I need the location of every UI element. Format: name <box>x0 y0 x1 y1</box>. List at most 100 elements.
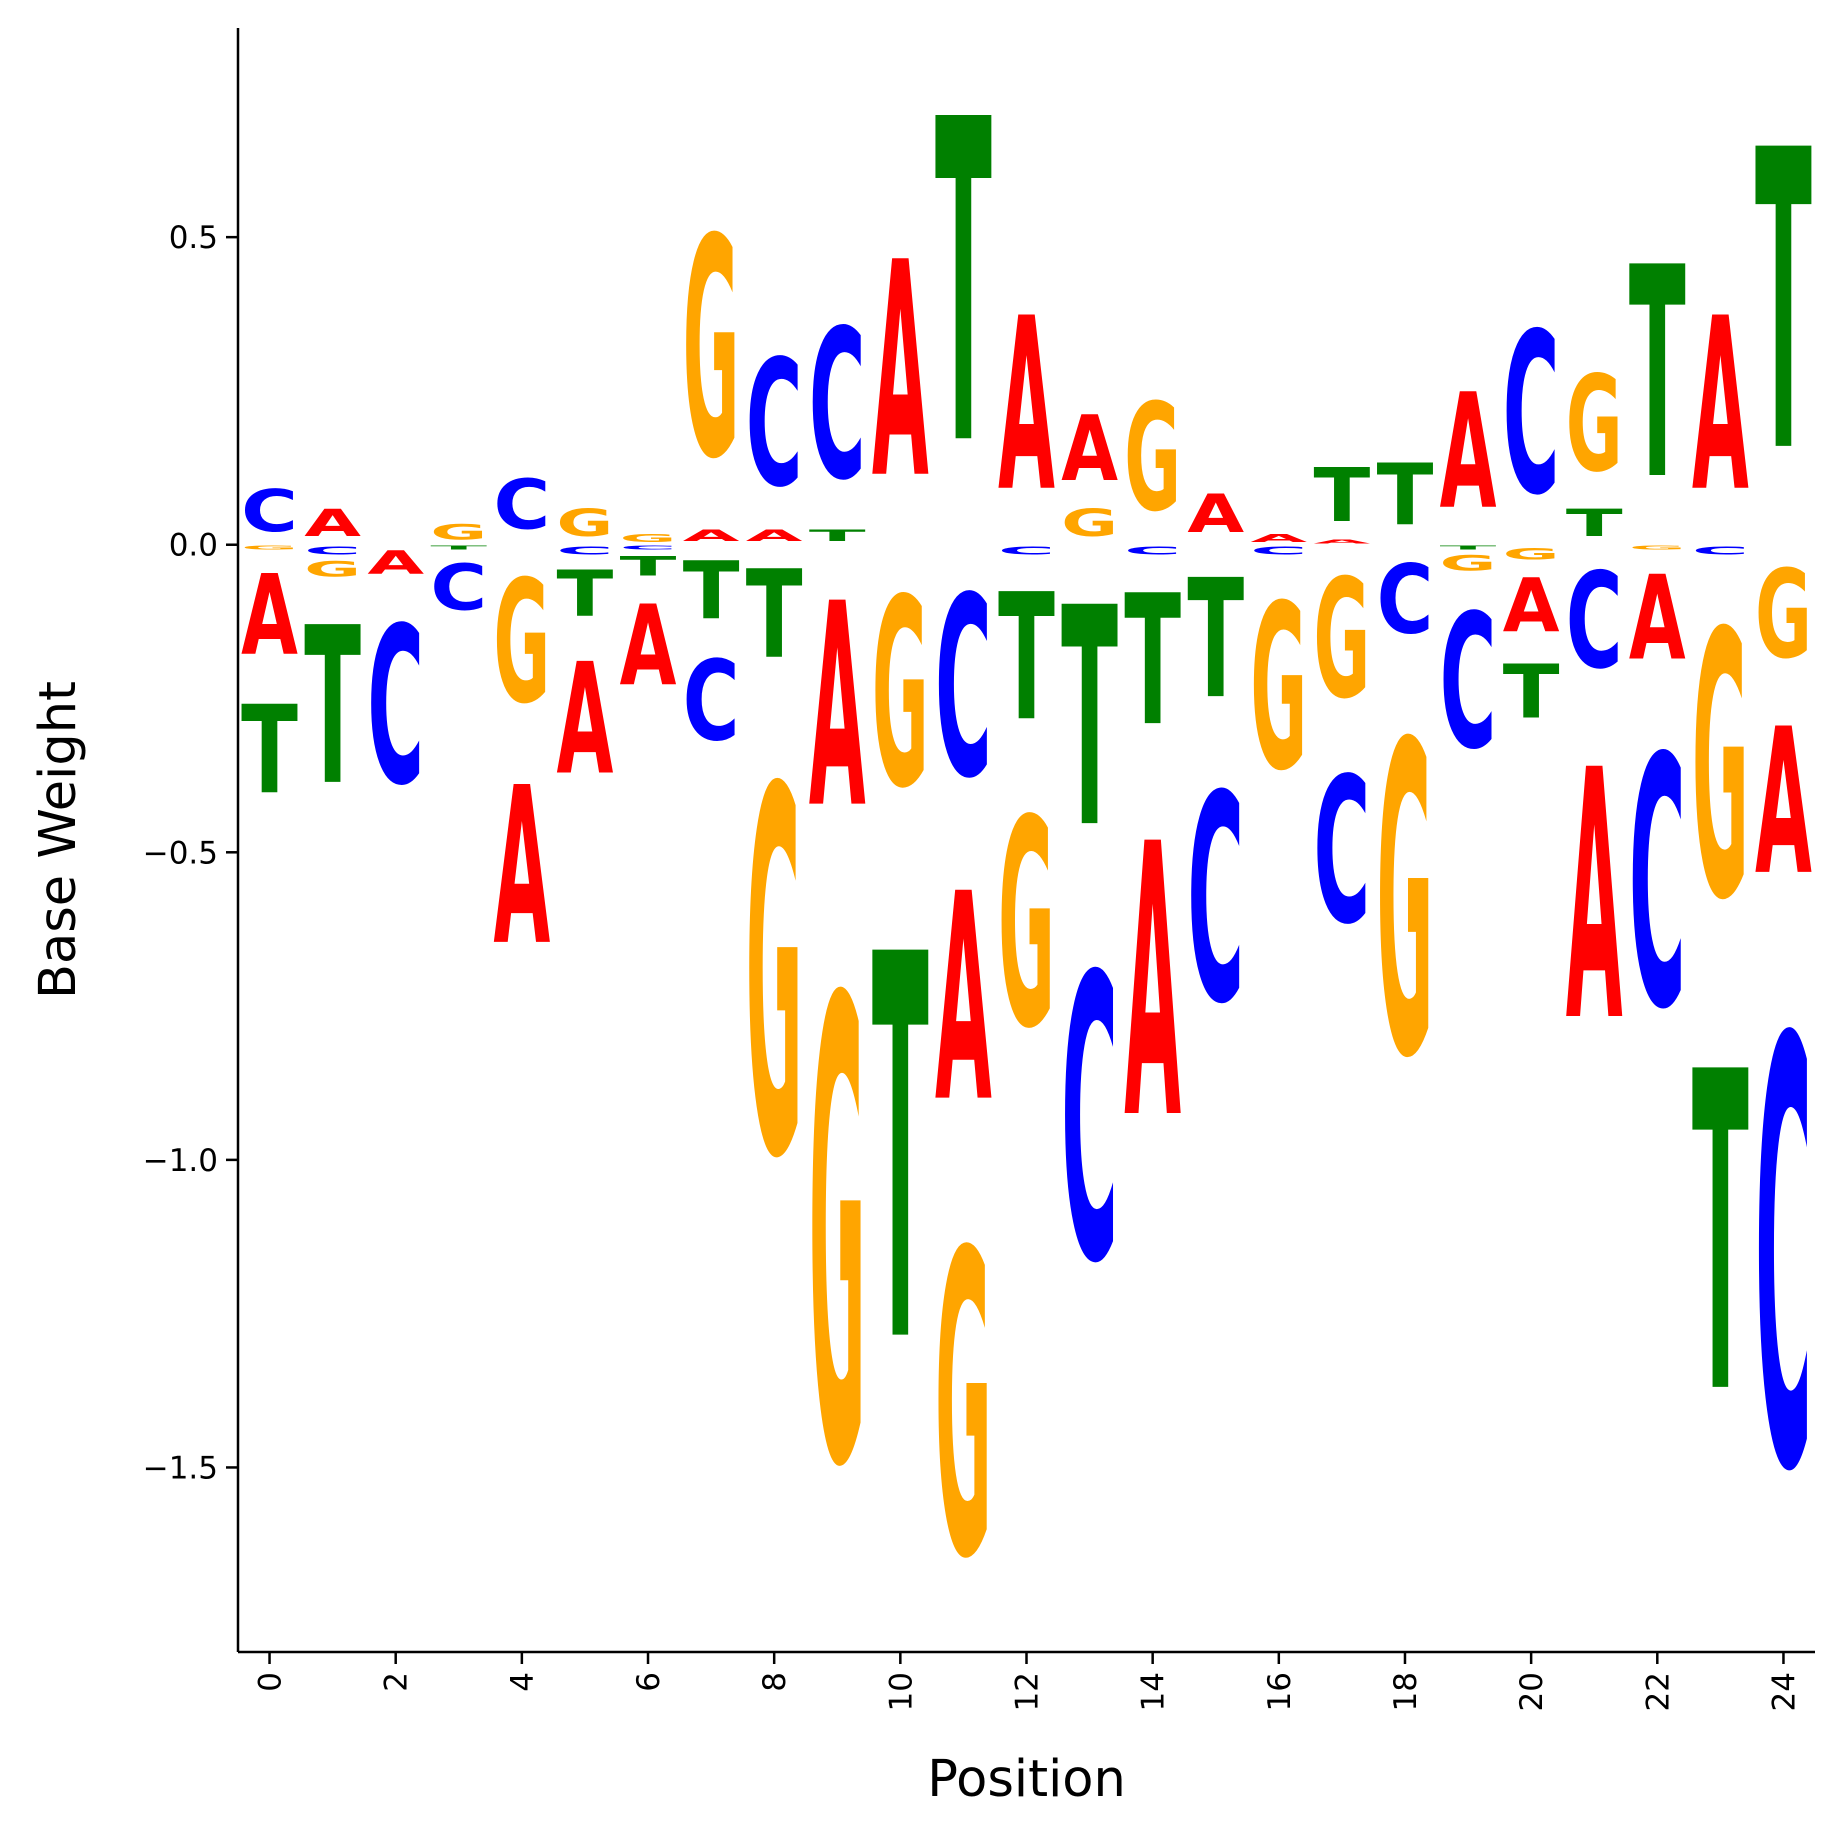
x-tick-label: 20 <box>1514 1672 1550 1711</box>
x-tick-label: 14 <box>1136 1672 1172 1711</box>
logo-letter-g: G <box>1503 545 1560 564</box>
logo-letter-t: T <box>1061 545 1118 895</box>
logo-letter-g: G <box>1629 545 1686 551</box>
logo-letter-a: A <box>304 501 361 544</box>
logo-letter-t: T <box>1440 545 1497 551</box>
x-tick-label: 16 <box>1262 1672 1298 1711</box>
logo-letter-g: G <box>935 1164 992 1651</box>
logo-letter-c: C <box>430 550 487 624</box>
logo-letter-g: G <box>1692 556 1749 980</box>
logo-letter-g: G <box>1440 551 1497 575</box>
logo-letter-a: A <box>1503 564 1560 649</box>
logo-letter-c: C <box>1124 545 1181 557</box>
logo-letter-g: G <box>1377 656 1434 1153</box>
x-tick-label: 8 <box>757 1672 793 1692</box>
logo-letter-t: T <box>1187 544 1244 736</box>
logo-letter-g: G <box>1250 556 1307 821</box>
logo-letter-a: A <box>1755 686 1812 920</box>
y-axis-title: Base Weight <box>29 681 88 999</box>
logo-letter-g: G <box>241 545 298 551</box>
logo-letter-c: C <box>304 545 361 557</box>
logo-letter-g: G <box>1061 503 1118 546</box>
x-tick-label: 6 <box>631 1672 667 1692</box>
x-tick-label: 10 <box>883 1672 919 1711</box>
logo-letter-c: C <box>1440 577 1497 791</box>
logo-letter-g: G <box>304 558 361 582</box>
logo-letter-c: C <box>809 286 866 526</box>
logo-letter-t: T <box>998 557 1055 760</box>
logo-letter-a: A <box>1566 698 1623 1098</box>
logo-letter-a: A <box>493 742 550 994</box>
axes: 0.50.0−0.5−1.0−1.50 2 4 6 8 10 12 14 16 18 20 22 24 <box>143 28 1815 1711</box>
logo-letter-c: C <box>746 323 803 526</box>
logo-letter-a: A <box>1124 765 1181 1202</box>
x-tick-label: 24 <box>1766 1672 1802 1711</box>
logo-letter-c: C <box>1503 287 1560 545</box>
logo-letter-c: C <box>367 582 424 834</box>
logo-letter-t: T <box>557 557 614 631</box>
logo-letter-t: T <box>1377 446 1434 545</box>
logo-letter-c: C <box>1250 545 1307 557</box>
x-axis-title: Position <box>927 1750 1126 1809</box>
logo-letter-a: A <box>1629 551 1686 686</box>
logo-letter-g: G <box>493 545 550 741</box>
logo-letter-a: A <box>872 199 929 544</box>
logo-letter-t: T <box>241 679 298 821</box>
logo-letter-t: T <box>746 544 803 686</box>
y-tick-label: −1.5 <box>143 1450 218 1486</box>
logo-letter-c: C <box>1061 896 1118 1350</box>
x-tick-label: 12 <box>1010 1672 1046 1711</box>
logo-letter-g: G <box>430 521 487 545</box>
logo-letter-a: A <box>1187 484 1244 545</box>
logo-letter-t: T <box>1566 502 1623 545</box>
y-tick-label: 0.0 <box>169 528 218 564</box>
x-tick-label: 0 <box>253 1672 289 1692</box>
logo-letter-a: A <box>557 632 614 809</box>
logo-letter-c: C <box>1692 545 1749 557</box>
logo-letter-c: C <box>493 465 550 545</box>
logo-letter-t: T <box>1314 452 1371 538</box>
logo-letter-c: C <box>1629 685 1686 1085</box>
logo-letter-a: A <box>367 545 424 581</box>
logo-letter-g: G <box>1124 373 1181 545</box>
logo-letter-c: C <box>1377 546 1434 656</box>
logo-letter-c: C <box>1314 735 1371 969</box>
logo-letter-a: A <box>1692 269 1749 545</box>
logo-letter-g: G <box>1755 545 1812 686</box>
logo-letter-g: G <box>1566 347 1623 501</box>
y-tick-label: −0.5 <box>143 835 218 871</box>
logo-letter-a: A <box>998 269 1055 545</box>
logo-letter-a: A <box>809 545 866 871</box>
x-tick-label: 18 <box>1388 1672 1424 1711</box>
logo-letter-t: T <box>1124 556 1181 765</box>
logo-letter-t: T <box>1755 65 1812 545</box>
logo-letter-a: A <box>935 835 992 1166</box>
logo-letter-a: A <box>1250 533 1307 545</box>
logo-letter-g: G <box>809 871 866 1608</box>
logo-letter-t: T <box>620 551 677 582</box>
logo-letter-g: G <box>620 532 677 544</box>
logo-letter-g: G <box>872 544 929 846</box>
logo-letter-t: T <box>683 546 740 638</box>
logo-letter-c: C <box>1566 545 1623 699</box>
logo-letter-a: A <box>1314 539 1371 545</box>
logo-letter-c: C <box>998 545 1055 557</box>
logo-letter-c: C <box>557 545 614 557</box>
logo-letter-g: G <box>683 176 740 526</box>
logo-letter-c: C <box>683 636 740 766</box>
logo-letter-a: A <box>241 552 298 681</box>
logo-letter-t: T <box>1629 207 1686 544</box>
logo-letter-g: G <box>998 759 1055 1092</box>
logo-letter-g: G <box>746 686 803 1269</box>
logo-letter-t: T <box>304 581 361 833</box>
logo-letter-c: C <box>1755 918 1812 1601</box>
y-tick-label: −1.0 <box>143 1143 218 1179</box>
logo-glyphs: CGATACGTACGTCCGAGCTAGCTAAGTCACTGTCAGAGTT… <box>241 28 1812 1651</box>
logo-letter-t: T <box>1503 649 1560 735</box>
x-tick-label: 4 <box>505 1672 541 1692</box>
logo-letter-g: G <box>1314 544 1371 735</box>
logo-letter-t: T <box>1692 981 1749 1491</box>
logo-letter-a: A <box>683 526 740 545</box>
logo-letter-c: C <box>1187 736 1244 1068</box>
